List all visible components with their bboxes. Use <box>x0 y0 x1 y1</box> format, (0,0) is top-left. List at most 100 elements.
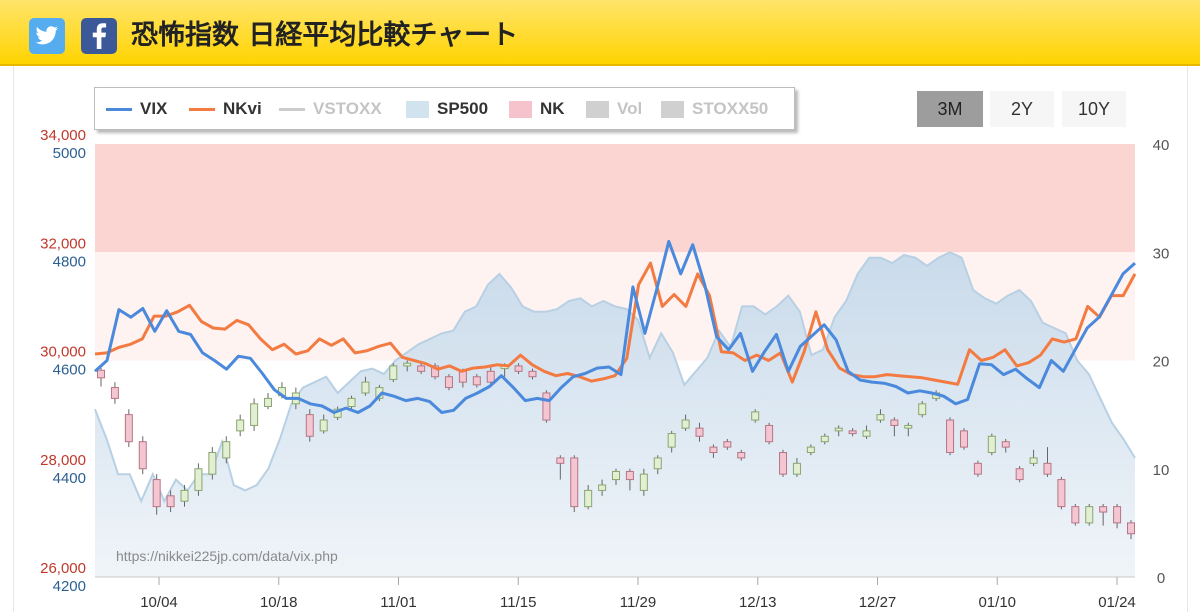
legend-label-stoxx50: STOXX50 <box>692 99 769 118</box>
legend-swatch-stoxx50 <box>661 100 684 118</box>
nk-candle-body <box>1099 506 1108 513</box>
nk-candle-body <box>848 430 857 435</box>
nk-candle-body <box>667 433 676 448</box>
nk-candle <box>625 468 634 491</box>
nk-candle <box>639 468 648 496</box>
facebook-share-button[interactable] <box>81 18 117 54</box>
nk-candle <box>918 401 927 418</box>
nk-candle-body <box>1127 522 1135 535</box>
sp500-axis-tick-label: 5000 <box>53 145 86 162</box>
legend-label-sp500: SP500 <box>437 99 489 118</box>
range-button-3m[interactable]: 3M <box>917 91 983 127</box>
nk-candle-body <box>834 427 843 432</box>
legend-item-vix[interactable]: VIX <box>106 99 168 118</box>
nk-candle-body <box>876 414 885 421</box>
nk-candle <box>1085 503 1094 526</box>
legend-item-stoxx50[interactable]: STOXX50 <box>661 99 769 118</box>
twitter-share-button[interactable] <box>29 18 65 54</box>
source-url: https://nikkei225jp.com/data/vix.php <box>116 548 338 564</box>
nk-candle-body <box>584 489 593 508</box>
legend-label-vstoxx: VSTOXX <box>313 99 382 118</box>
nk-candle <box>709 444 718 458</box>
page-header: 恐怖指数 日経平均比較チャート <box>0 0 1200 66</box>
x-tick-label: 01/10 <box>978 594 1016 611</box>
x-tick-label: 10/18 <box>260 594 298 611</box>
legend-label-vix: VIX <box>140 99 168 118</box>
nk-candle-body <box>166 495 175 508</box>
sp500-line <box>94 251 1136 504</box>
nk-candle <box>987 433 996 456</box>
nk-candle <box>779 449 788 477</box>
nk-candle <box>1113 503 1122 529</box>
nk-candle-body <box>250 403 259 426</box>
nk-candle-body <box>556 457 565 464</box>
right-axis-tick-label: 30 <box>1153 245 1170 262</box>
x-tick-label: 12/27 <box>859 594 897 611</box>
nk-candle <box>737 449 746 461</box>
nk-candle-body <box>319 419 328 432</box>
nk-candle-body <box>152 479 161 508</box>
nk-candle-body <box>347 397 356 408</box>
nk-candle <box>110 382 119 404</box>
nk-candle <box>194 463 203 496</box>
nk-candle-body <box>737 452 746 459</box>
nk-candle <box>667 430 676 453</box>
nk-candle-body <box>751 411 760 421</box>
nk-candle-body <box>458 370 467 383</box>
nk-candle <box>556 455 565 480</box>
nk-candle <box>890 417 899 437</box>
nk-candle <box>1071 503 1080 526</box>
nk-candle-body <box>695 427 704 437</box>
legend-swatch-vol <box>586 100 609 118</box>
x-tick-label: 01/24 <box>1098 594 1136 611</box>
legend-label-vol: Vol <box>617 99 643 118</box>
nk-candle <box>138 436 147 475</box>
nk-candle-body <box>1029 457 1038 464</box>
range-button-2y[interactable]: 2Y <box>990 91 1054 127</box>
legend-item-nk[interactable]: NK <box>509 99 565 118</box>
legend-item-sp500[interactable]: SP500 <box>406 99 489 118</box>
nk-candle-body <box>236 419 245 432</box>
nk-candle <box>598 479 607 496</box>
nk-candle <box>1001 438 1010 453</box>
nk-candle <box>612 468 620 485</box>
nk-candle <box>834 425 843 437</box>
nk-candle-body <box>723 441 732 448</box>
nk-candle <box>97 365 105 387</box>
nk-candle-body <box>681 419 690 429</box>
nk-candle <box>973 460 982 477</box>
legend-label-nkvi: NKvi <box>223 99 262 118</box>
legend-swatch-nk <box>509 100 532 118</box>
legend-item-nkvi[interactable]: NKvi <box>189 99 262 118</box>
right-axis-tick-label: 0 <box>1157 570 1165 587</box>
sp500-axis-tick-label: 4400 <box>53 470 86 487</box>
nk-candle-body <box>194 468 203 491</box>
nk-candle-body <box>820 435 829 443</box>
nk-candle-body <box>542 392 551 421</box>
nk-candle-body <box>361 381 370 394</box>
nk-axis-tick-label: 28,000 <box>40 452 86 469</box>
nk-candle-body <box>124 414 133 443</box>
nk-candle-body <box>1057 479 1066 508</box>
nk-candle <box>1057 476 1066 510</box>
nk-candle <box>389 363 398 383</box>
right-axis-tick-label: 10 <box>1153 462 1170 479</box>
nk-candle-body <box>486 370 495 383</box>
x-tick-label: 10/04 <box>140 594 178 611</box>
legend-swatch-sp500 <box>406 100 429 118</box>
legend-item-vol[interactable]: Vol <box>586 99 643 118</box>
twitter-icon <box>35 26 58 45</box>
nkvi-line <box>94 261 1137 386</box>
nk-axis-tick-label: 30,000 <box>40 344 86 361</box>
nk-candle <box>681 414 690 431</box>
facebook-icon <box>92 23 107 49</box>
nk-candle-body <box>180 489 189 502</box>
nk-candle <box>1099 503 1108 526</box>
nk-candle-body <box>1071 506 1080 524</box>
range-button-10y[interactable]: 10Y <box>1062 91 1126 127</box>
nk-candle-body <box>264 397 273 408</box>
legend-item-vstoxx[interactable]: VSTOXX <box>279 99 382 118</box>
vix-line <box>93 239 1137 414</box>
nk-candle <box>820 433 829 445</box>
nk-candle-body <box>1113 506 1122 524</box>
